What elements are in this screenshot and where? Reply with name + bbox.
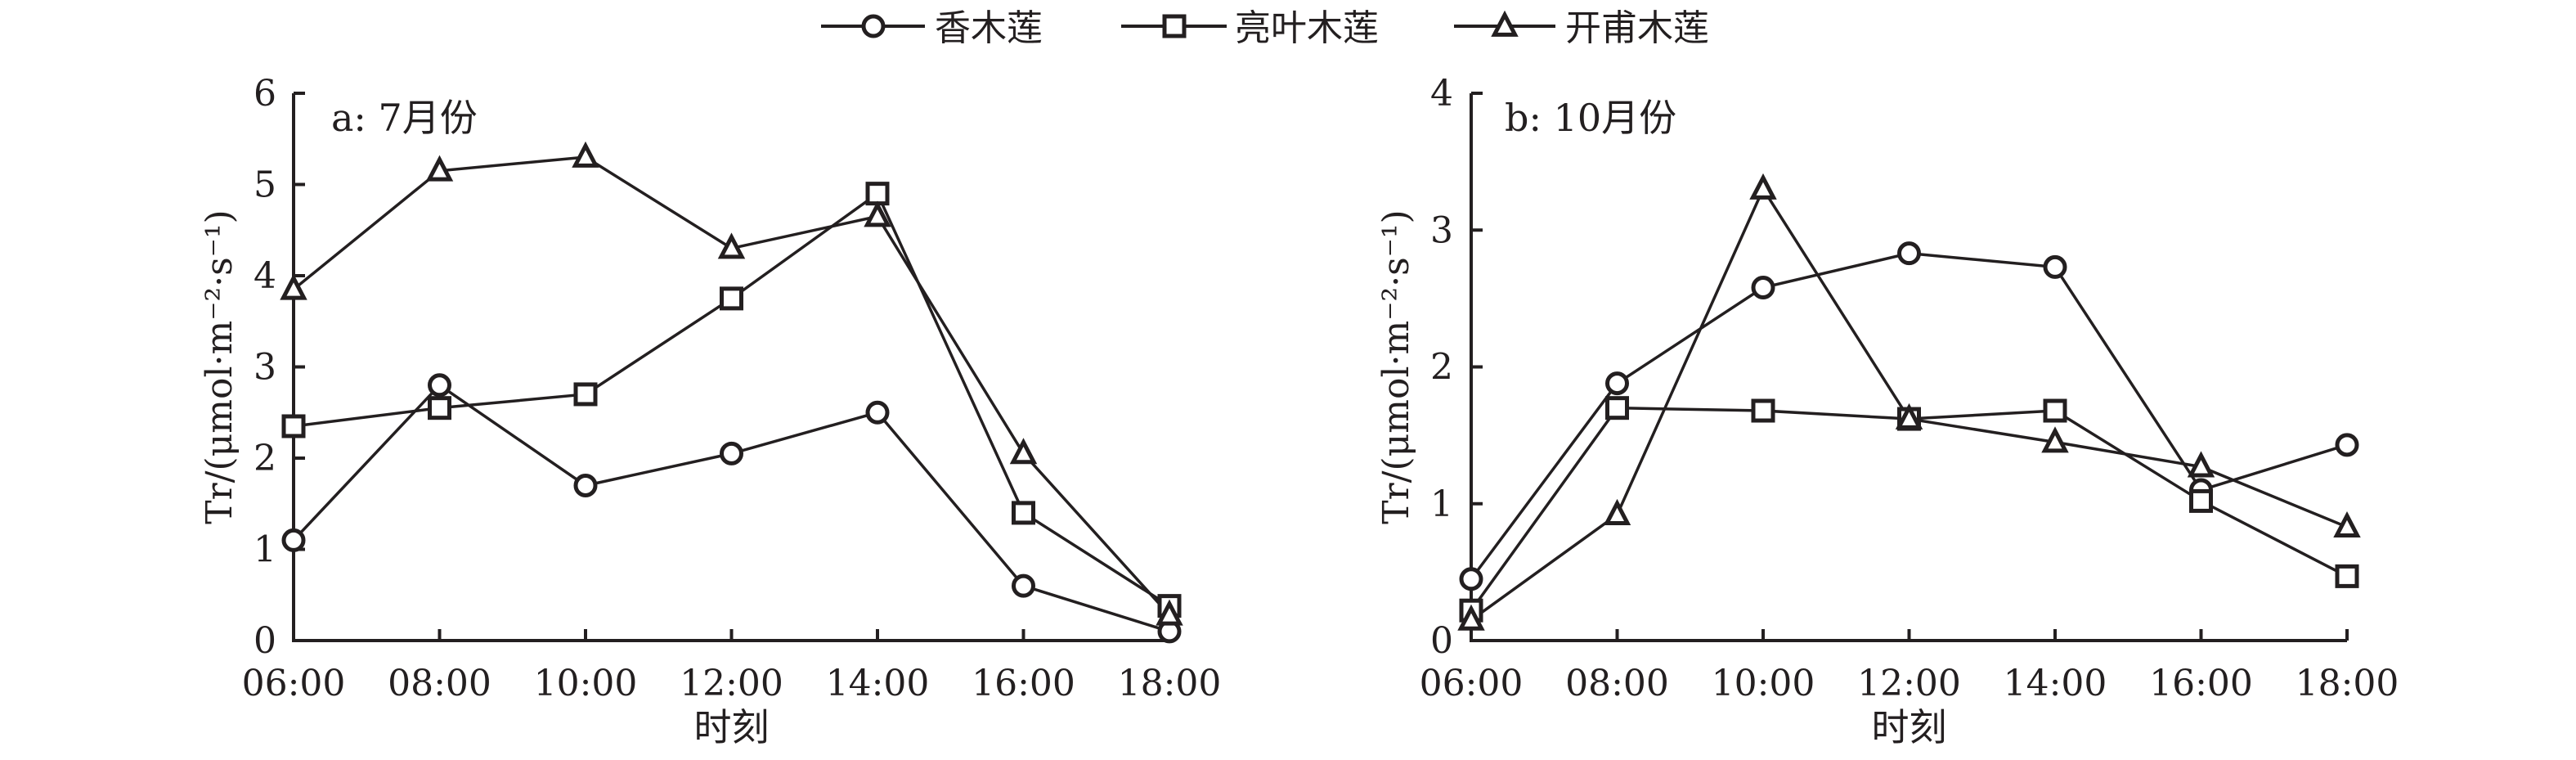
data-point-circle — [2043, 254, 2067, 279]
triangle-marker-icon — [1491, 10, 1519, 37]
y-tick-label: 0 — [254, 620, 276, 662]
square-marker-icon — [1162, 14, 1187, 38]
data-point-square — [2189, 488, 2213, 513]
data-point-circle — [1897, 241, 1921, 266]
legend-item: 香木莲 — [821, 7, 1043, 49]
y-tick-label: 2 — [254, 438, 276, 479]
y-tick-label: 3 — [1430, 209, 1453, 251]
y-tick-label: 0 — [1430, 620, 1453, 662]
y-tick-label: 4 — [1430, 73, 1453, 115]
legend-item: 开甫木莲 — [1454, 7, 1709, 49]
data-point-triangle — [1457, 604, 1485, 631]
data-point-triangle — [1156, 599, 1183, 626]
x-tick-label: 08:00 — [1565, 663, 1669, 704]
data-point-triangle — [425, 155, 454, 182]
data-point-square — [573, 382, 598, 407]
series-line — [1470, 406, 2348, 612]
legend-label: 开甫木莲 — [1565, 7, 1709, 49]
panel-label: a: 7月份 — [331, 96, 478, 140]
data-point-triangle — [1009, 438, 1038, 465]
y-tick-label: 3 — [254, 347, 276, 389]
x-tick-label: 16:00 — [972, 663, 1075, 704]
data-point-triangle — [2187, 451, 2215, 478]
data-point-circle — [865, 400, 890, 425]
legend-label: 香木莲 — [935, 7, 1043, 49]
data-point-square — [2043, 398, 2067, 423]
panel-a-july: 0 1 2 3 4 5 6 06:00 08:00 10:00 12:00 14:00 16:00 18:… — [199, 73, 1221, 749]
data-point-triangle — [1895, 402, 1923, 429]
data-point-circle — [2335, 433, 2359, 457]
y-axis-title: Tr/(μmol·m⁻²·s⁻¹) — [199, 209, 240, 524]
x-tick-label: 06:00 — [242, 663, 346, 704]
y-tick-label: 4 — [254, 255, 276, 297]
data-point-triangle — [864, 200, 891, 227]
data-point-square — [1605, 396, 1629, 420]
x-tick-label: 14:00 — [2004, 663, 2107, 704]
x-tick-label: 12:00 — [680, 663, 783, 704]
series-line — [292, 155, 1171, 616]
data-point-circle — [281, 528, 306, 552]
x-tick-label: 18:00 — [2296, 663, 2399, 704]
x-axis-title: 时刻 — [1872, 705, 1947, 749]
y-axis-title: Tr/(μmol·m⁻²·s⁻¹) — [1376, 209, 1417, 524]
data-point-triangle — [280, 273, 307, 300]
data-point-triangle — [572, 141, 599, 168]
data-point-circle — [573, 473, 598, 497]
data-point-triangle — [1603, 498, 1631, 525]
data-point-square — [1751, 398, 1775, 423]
data-point-circle — [720, 441, 743, 465]
y-tick-label: 1 — [254, 529, 276, 571]
data-point-circle — [428, 373, 451, 398]
y-tick-label: 5 — [254, 164, 276, 206]
x-tick-label: 18:00 — [1118, 663, 1222, 704]
data-point-square — [865, 182, 890, 206]
legend-label: 亮叶木莲 — [1235, 7, 1379, 49]
panel-label: b: 10月份 — [1505, 96, 1676, 140]
data-point-triangle — [1749, 173, 1777, 200]
data-point-square — [428, 396, 451, 420]
data-point-square — [720, 286, 743, 311]
y-tick-label: 6 — [254, 73, 276, 115]
y-tick-label: 2 — [1430, 347, 1453, 389]
circle-marker-icon — [861, 14, 886, 38]
data-point-triangle — [2333, 510, 2361, 538]
data-point-circle — [1012, 573, 1035, 598]
data-point-square — [1012, 501, 1035, 525]
x-tick-label: 06:00 — [1420, 663, 1524, 704]
legend: 香木莲 亮叶木莲 开甫木莲 — [821, 7, 1709, 49]
x-tick-label: 12:00 — [1857, 663, 1961, 704]
data-point-square — [2335, 564, 2359, 588]
x-tick-label: 10:00 — [1712, 663, 1815, 704]
x-tick-label: 14:00 — [826, 663, 930, 704]
series-line — [292, 383, 1170, 633]
data-point-triangle — [2041, 426, 2069, 453]
legend-item: 亮叶木莲 — [1121, 7, 1379, 49]
data-point-triangle — [717, 232, 746, 259]
x-tick-label: 16:00 — [2149, 663, 2253, 704]
x-tick-label: 10:00 — [534, 663, 638, 704]
data-point-square — [281, 414, 306, 438]
x-tick-label: 08:00 — [388, 663, 491, 704]
y-tick-label: 1 — [1430, 483, 1453, 525]
data-point-circle — [1459, 567, 1483, 591]
data-point-circle — [1605, 371, 1629, 396]
panel-b-october: 0 1 2 3 4 06:00 08:00 10:00 12:00 14:00 16:00 18:00… — [1376, 73, 2399, 749]
x-axis-title: 时刻 — [694, 705, 770, 749]
data-point-circle — [1751, 275, 1775, 299]
